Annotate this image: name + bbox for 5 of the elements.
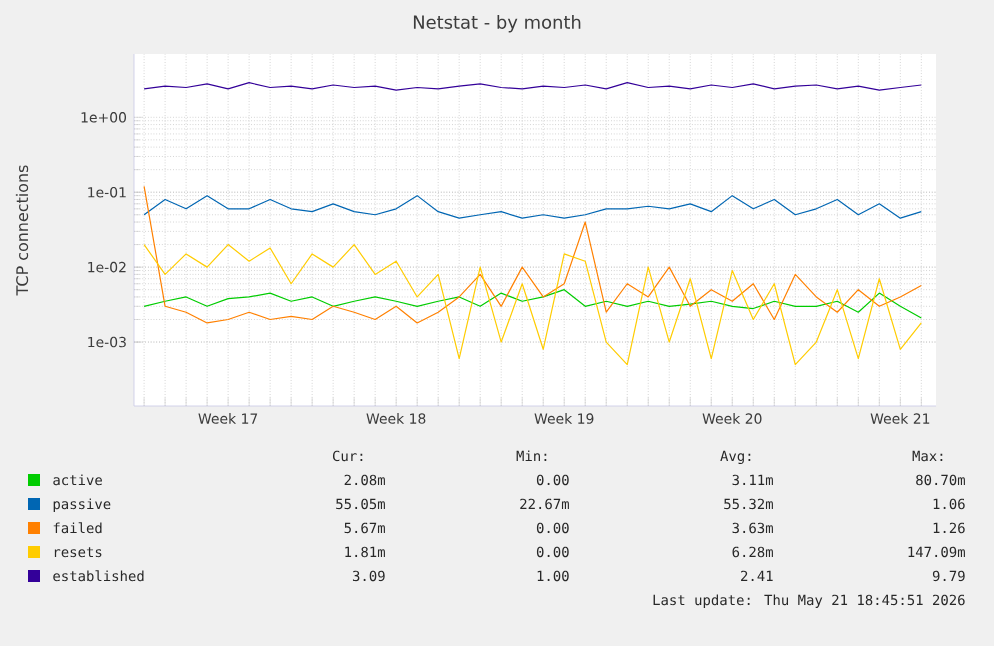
- line-series: [143, 289, 922, 319]
- line-series: [143, 185, 922, 324]
- chart-title: Netstat - by month: [413, 15, 581, 33]
- line-series: [143, 243, 922, 366]
- line-series: [143, 195, 922, 219]
